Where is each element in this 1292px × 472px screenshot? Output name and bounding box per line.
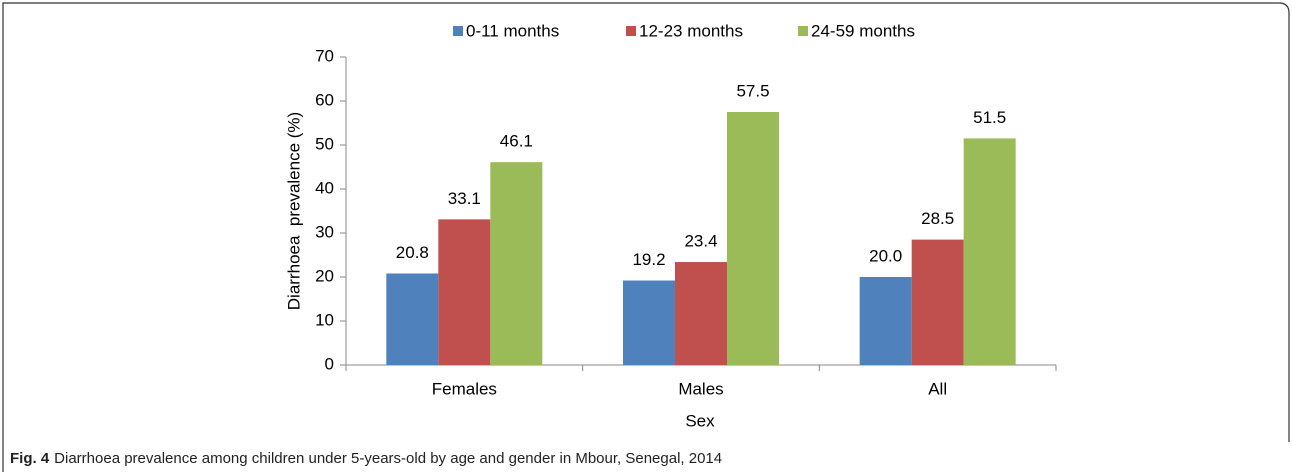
bar — [675, 262, 727, 365]
bar — [859, 277, 912, 365]
x-tick-label: Males — [678, 379, 723, 398]
y-tick-label: 20 — [315, 266, 334, 285]
data-label: 46.1 — [500, 132, 533, 151]
data-label: 51.5 — [973, 108, 1006, 127]
y-tick-label: 40 — [315, 178, 334, 197]
bar — [623, 280, 675, 365]
x-axis-label: Sex — [685, 411, 715, 430]
bar — [727, 112, 779, 365]
bar — [490, 162, 543, 365]
legend-label: 24-59 months — [811, 21, 915, 40]
data-label: 20.8 — [396, 243, 429, 262]
y-tick-label: 30 — [315, 222, 334, 241]
legend-label: 0-11 months — [466, 21, 559, 40]
caption-text: Diarrhoea prevalence among children unde… — [54, 450, 722, 467]
y-tick-label: 50 — [315, 134, 334, 153]
data-label: 20.0 — [869, 246, 902, 265]
y-axis-label: Diarrhoea prevalence (%) — [284, 112, 303, 310]
legend-swatch — [626, 26, 636, 36]
data-label: 33.1 — [448, 189, 481, 208]
y-tick-label: 70 — [315, 46, 334, 65]
x-tick-label: Females — [432, 379, 497, 398]
caption-label: Fig. 4 — [10, 450, 50, 467]
bar — [911, 239, 964, 365]
data-label: 28.5 — [921, 209, 954, 228]
bar — [963, 138, 1016, 365]
y-tick-label: 10 — [315, 310, 334, 329]
legend-label: 12-23 months — [639, 21, 743, 40]
y-tick-label: 60 — [315, 90, 334, 109]
data-label: 57.5 — [736, 81, 769, 100]
y-tick-label: 0 — [325, 354, 334, 373]
legend-swatch — [798, 26, 808, 36]
caption: Fig. 4 Diarrhoea prevalence among childre… — [10, 450, 722, 467]
legend-swatch — [453, 26, 463, 36]
data-label: 19.2 — [632, 250, 665, 269]
x-tick-label: All — [928, 379, 947, 398]
bar — [438, 219, 491, 365]
data-label: 23.4 — [684, 232, 717, 251]
bar — [386, 273, 439, 365]
